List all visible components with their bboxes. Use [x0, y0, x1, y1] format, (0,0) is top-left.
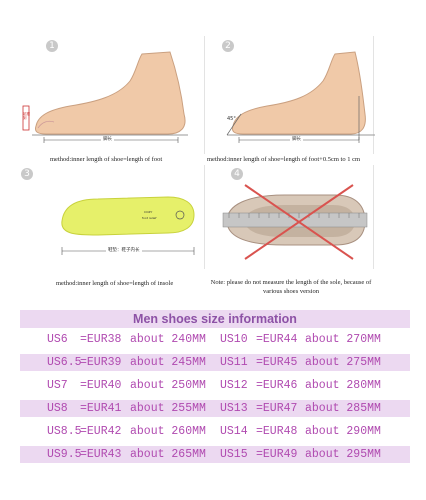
us-size-right: US11 [220, 356, 248, 369]
length-left: about 240MM [130, 333, 206, 346]
size-table-title: Men shoes size information [20, 310, 410, 328]
size-row: US8 =EUR41 about 255MM US13 =EUR47 about… [20, 400, 410, 417]
length-right: about 280MM [305, 379, 381, 392]
insole-length-label: 鞋垫：鞋子内长 [106, 247, 142, 253]
eur-size-right: =EUR49 [256, 448, 298, 461]
length-right: about 285MM [305, 402, 381, 415]
step-number-2: 2 [222, 40, 234, 52]
us-size-right: US12 [220, 379, 248, 392]
eur-size-right: =EUR44 [256, 333, 298, 346]
size-row: US6.5 =EUR39 about 245MM US11 =EUR45 abo… [20, 354, 410, 371]
foot-length-label-1: 脚长 [101, 136, 114, 142]
step-number-1: 1 [46, 40, 58, 52]
svg-text:COZY: COZY [144, 210, 153, 214]
angle-label: 45° [227, 116, 236, 122]
size-row: US7 =EUR40 about 250MM US12 =EUR46 about… [20, 377, 410, 394]
length-right: about 275MM [305, 356, 381, 369]
size-row: US9.5 =EUR43 about 265MM US15 =EUR49 abo… [20, 446, 410, 463]
length-left: about 250MM [130, 379, 206, 392]
length-right: about 270MM [305, 333, 381, 346]
foot-illustration-1 [22, 51, 188, 143]
eur-size-right: =EUR47 [256, 402, 298, 415]
step-number-4: 4 [231, 168, 243, 180]
us-size-left: US8.5 [47, 425, 82, 438]
us-size-left: US9.5 [47, 448, 82, 461]
panel-foot-length-plus: 2 45° 脚长 method:inner length of shoe=len… [205, 36, 415, 164]
caption-panel-2: method:inner length of shoe=length of fo… [207, 156, 361, 163]
caption-panel-1: method:inner length of shoe=length of fo… [50, 156, 163, 163]
eur-size-right: =EUR45 [256, 356, 298, 369]
us-size-right: US15 [220, 448, 248, 461]
step-number-3: 3 [21, 168, 33, 180]
us-size-right: US10 [220, 333, 248, 346]
us-size-right: US13 [220, 402, 248, 415]
size-row: US8.5 =EUR42 about 260MM US14 =EUR48 abo… [20, 423, 410, 440]
length-right: about 290MM [305, 425, 381, 438]
length-left: about 265MM [130, 448, 206, 461]
caption-panel-3: method:inner length of shoe=length of in… [56, 280, 174, 287]
eur-size-left: =EUR39 [80, 356, 122, 369]
insole-illustration: COZY foot relief [61, 196, 195, 255]
us-size-left: US7 [47, 379, 68, 392]
eur-size-left: =EUR42 [80, 425, 122, 438]
length-right: about 295MM [305, 448, 381, 461]
size-row: US6 =EUR38 about 240MM US10 =EUR44 about… [20, 331, 410, 348]
eur-size-left: =EUR41 [80, 402, 122, 415]
eur-size-left: =EUR43 [80, 448, 122, 461]
length-left: about 255MM [130, 402, 206, 415]
us-size-left: US6 [47, 333, 68, 346]
eur-size-left: =EUR38 [80, 333, 122, 346]
caption-panel-4: Note: please do not measure the length o… [210, 279, 372, 295]
panel-insole: 3 COZY foot relief 鞋垫：鞋子内长 method:inner … [18, 165, 208, 300]
us-size-left: US8 [47, 402, 68, 415]
sole-illustration [222, 184, 368, 260]
length-left: about 245MM [130, 356, 206, 369]
foot-length-label-2: 脚长 [290, 136, 303, 142]
panel-sole-warning: 4 Note: please do not measure the length… [205, 165, 415, 300]
svg-text:foot relief: foot relief [142, 216, 157, 220]
us-size-right: US14 [220, 425, 248, 438]
eur-size-right: =EUR46 [256, 379, 298, 392]
us-size-left: US6.5 [47, 356, 82, 369]
eur-size-left: =EUR40 [80, 379, 122, 392]
length-left: about 260MM [130, 425, 206, 438]
panel-foot-length: 1 脚长 足跟到 method:inner length of shoe=len… [18, 36, 208, 164]
heel-side-label: 足跟到 [23, 112, 30, 120]
eur-size-right: =EUR48 [256, 425, 298, 438]
